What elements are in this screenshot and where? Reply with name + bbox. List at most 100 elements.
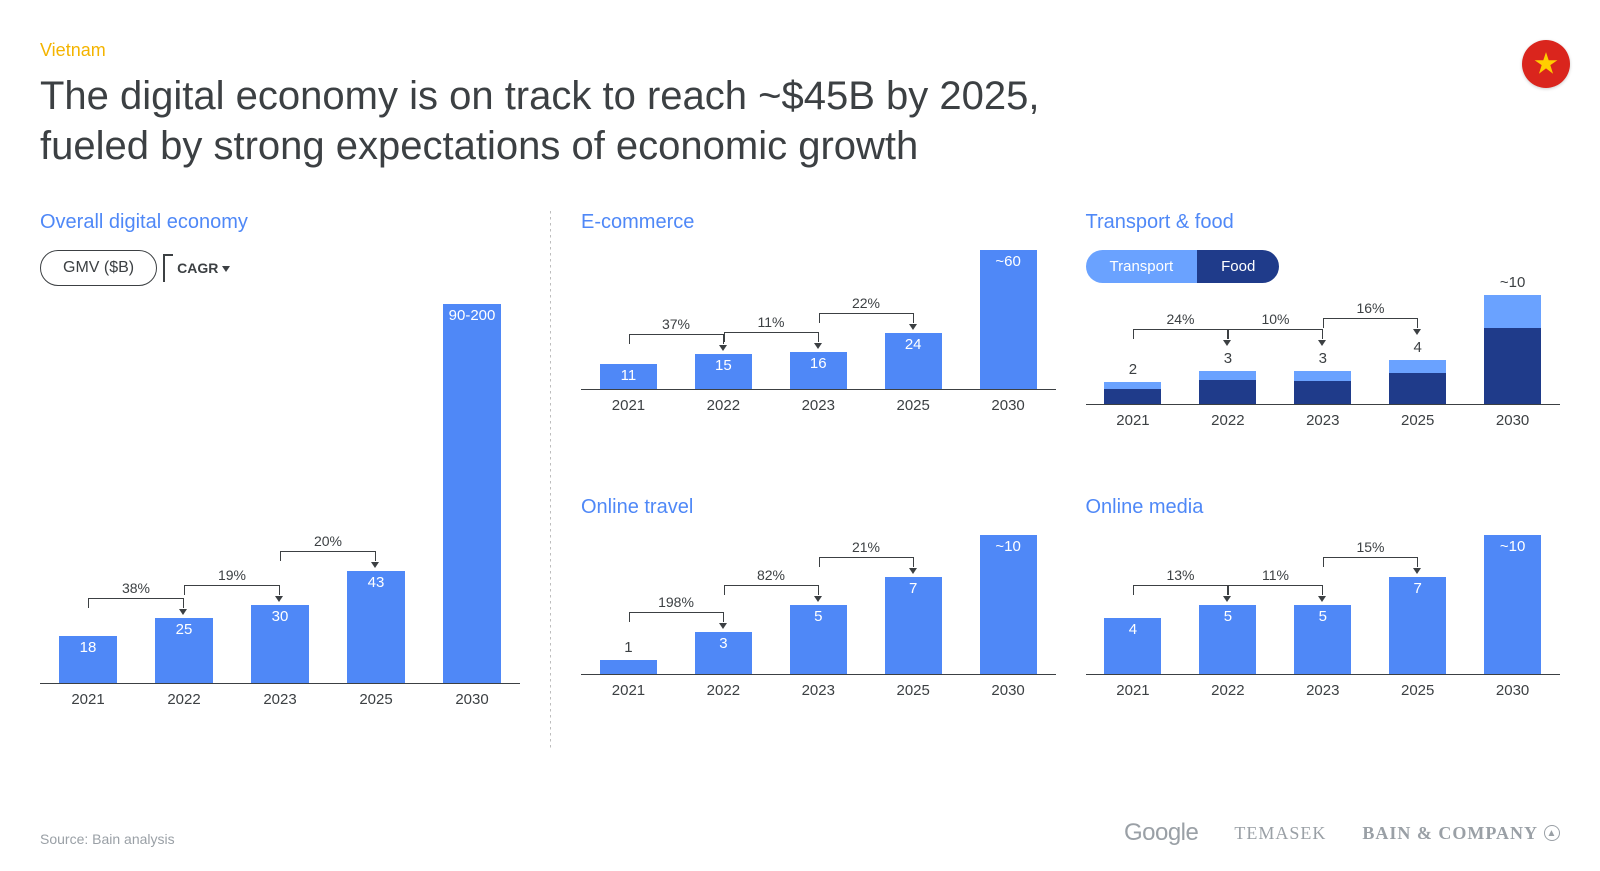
x-label: 2025 bbox=[328, 691, 424, 708]
bar-value: 5 bbox=[1180, 608, 1275, 625]
chart-title-transport: Transport & food bbox=[1086, 211, 1561, 234]
bar-group: 18 bbox=[40, 636, 136, 683]
bar-group: 3 bbox=[1275, 371, 1370, 404]
bar-value: 24 bbox=[866, 336, 961, 353]
bar-group: 15 bbox=[676, 354, 771, 389]
bar-group: 4 bbox=[1370, 360, 1465, 404]
bar-group: ~10 bbox=[1465, 535, 1560, 674]
x-label: 2021 bbox=[581, 682, 676, 699]
legend-pill-transport: Transport bbox=[1086, 250, 1198, 283]
x-label: 2025 bbox=[866, 397, 961, 414]
bar-value: 4 bbox=[1086, 621, 1181, 638]
cagr-label: 38% bbox=[122, 580, 150, 596]
chart-transport: 2334~102021202220232025203024%10%16% bbox=[1086, 295, 1561, 425]
cagr-label: 16% bbox=[1356, 300, 1384, 316]
logo-bain: BAIN & COMPANY▲ bbox=[1362, 823, 1560, 844]
logos-row: Google TEMASEK BAIN & COMPANY▲ bbox=[1124, 819, 1560, 847]
bar-group: 1 bbox=[581, 660, 676, 674]
gmv-badge: GMV ($B) bbox=[40, 250, 157, 286]
bar-value: 90-200 bbox=[424, 307, 520, 324]
x-label: 2030 bbox=[961, 682, 1056, 699]
x-label: 2030 bbox=[1465, 412, 1560, 429]
cagr-label: 24% bbox=[1166, 311, 1194, 327]
chart-title-overall: Overall digital economy bbox=[40, 211, 520, 234]
bar-value: ~60 bbox=[961, 253, 1056, 270]
bar-value: 2 bbox=[1086, 361, 1181, 378]
bar-group: 24 bbox=[866, 333, 961, 389]
bar-value: 16 bbox=[771, 355, 866, 372]
logo-temasek: TEMASEK bbox=[1234, 823, 1326, 844]
x-label: 2021 bbox=[1086, 412, 1181, 429]
bar-group: 3 bbox=[676, 632, 771, 674]
bar-value: ~10 bbox=[1465, 274, 1560, 291]
bar-group: 90-200 bbox=[424, 304, 520, 683]
bar-group: 7 bbox=[1370, 577, 1465, 674]
x-label: 2023 bbox=[771, 397, 866, 414]
chart-ecommerce: 11151624~602021202220232025203037%11%22% bbox=[581, 250, 1056, 410]
bar-value: 18 bbox=[40, 639, 136, 656]
x-label: 2023 bbox=[1275, 412, 1370, 429]
x-label: 2023 bbox=[232, 691, 328, 708]
source-note: Source: Bain analysis bbox=[40, 831, 175, 847]
bar-group: 16 bbox=[771, 352, 866, 389]
x-label: 2025 bbox=[1370, 412, 1465, 429]
bar-value: ~10 bbox=[961, 538, 1056, 555]
x-label: 2022 bbox=[1180, 682, 1275, 699]
x-label: 2023 bbox=[771, 682, 866, 699]
x-label: 2022 bbox=[1180, 412, 1275, 429]
legend-pill-food: Food bbox=[1197, 250, 1279, 283]
bar-value: ~10 bbox=[1465, 538, 1560, 555]
x-label: 2022 bbox=[136, 691, 232, 708]
bar-value: 5 bbox=[1275, 608, 1370, 625]
chart-overall: 1825304390-2002021202220232025203038%19%… bbox=[40, 304, 520, 704]
bar-group: 43 bbox=[328, 571, 424, 683]
x-label: 2021 bbox=[581, 397, 676, 414]
bar-value: 7 bbox=[1370, 580, 1465, 597]
panel-travel: Online travel 1357 ~10 2021202220232025203… bbox=[581, 496, 1056, 751]
bar-value: 15 bbox=[676, 357, 771, 374]
chart-title-travel: Online travel bbox=[581, 496, 1056, 519]
bar-group: ~10 bbox=[961, 535, 1056, 674]
bar-value: 4 bbox=[1370, 339, 1465, 356]
cagr-label: 22% bbox=[852, 295, 880, 311]
bar-value: 3 bbox=[1180, 350, 1275, 367]
x-label: 2030 bbox=[424, 691, 520, 708]
bar-group: 2 bbox=[1086, 382, 1181, 404]
panel-media: Online media 4557~1020212022202320252030… bbox=[1086, 496, 1561, 751]
bar-group: 7 bbox=[866, 577, 961, 674]
cagr-label: 13% bbox=[1166, 567, 1194, 583]
bar-group: 5 bbox=[771, 605, 866, 675]
bar-value: 3 bbox=[1275, 350, 1370, 367]
panel-ecommerce: E-commerce 11151624~60202120222023202520… bbox=[581, 211, 1056, 466]
chart-title-media: Online media bbox=[1086, 496, 1561, 519]
chart-travel: 1357~1020212022202320252030198%82%21% bbox=[581, 535, 1056, 695]
bar-value: 30 bbox=[232, 608, 328, 625]
bar-group: ~10 bbox=[1465, 295, 1560, 404]
bar-group: 25 bbox=[136, 618, 232, 683]
cagr-label: 198% bbox=[658, 594, 694, 610]
logo-google: Google bbox=[1124, 819, 1198, 847]
bar-group: 30 bbox=[232, 605, 328, 683]
bar-group: ~60 bbox=[961, 250, 1056, 389]
bar-group: 3 bbox=[1180, 371, 1275, 404]
x-label: 2021 bbox=[40, 691, 136, 708]
x-label: 2022 bbox=[676, 682, 771, 699]
cagr-label: 21% bbox=[852, 539, 880, 555]
cagr-label: 20% bbox=[314, 533, 342, 549]
x-label: 2023 bbox=[1275, 682, 1370, 699]
bar-value: 11 bbox=[581, 367, 676, 384]
panel-transport: Transport & food Transport Food 2334~102… bbox=[1086, 211, 1561, 466]
x-label: 2025 bbox=[1370, 682, 1465, 699]
bar-value: 25 bbox=[136, 621, 232, 638]
cagr-badge: CAGR bbox=[167, 254, 240, 282]
bar-group: 5 bbox=[1180, 605, 1275, 675]
bar-value: 7 bbox=[866, 580, 961, 597]
bar-value: 5 bbox=[771, 608, 866, 625]
x-label: 2025 bbox=[866, 682, 961, 699]
x-label: 2022 bbox=[676, 397, 771, 414]
headline: The digital economy is on track to reach… bbox=[40, 71, 1140, 171]
cagr-label: 11% bbox=[758, 314, 785, 330]
cagr-label: 15% bbox=[1356, 539, 1384, 555]
bar-value: 43 bbox=[328, 574, 424, 591]
cagr-label: 19% bbox=[218, 567, 246, 583]
